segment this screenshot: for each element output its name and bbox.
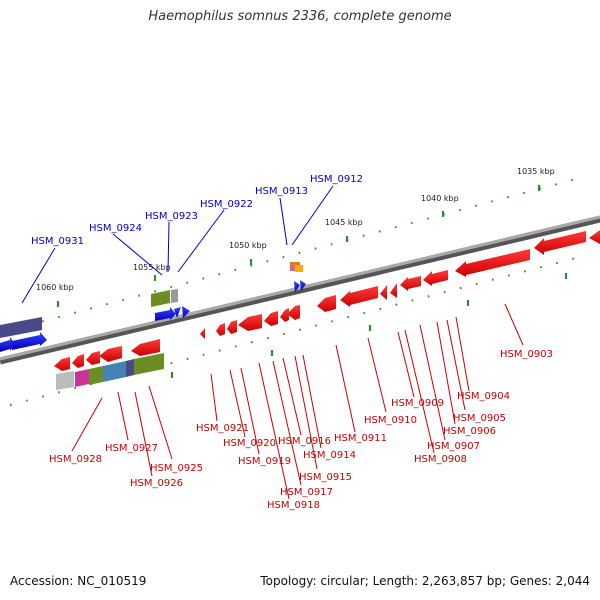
gene-label[interactable]: HSM_0915 xyxy=(299,472,352,483)
reverse-gene[interactable] xyxy=(534,231,586,255)
reverse-genes xyxy=(54,230,600,371)
reverse-gene[interactable] xyxy=(99,346,122,362)
feature-box[interactable] xyxy=(171,289,178,303)
feature-box[interactable] xyxy=(56,371,74,390)
gene-label[interactable]: HSM_0916 xyxy=(278,436,331,447)
reverse-gene[interactable] xyxy=(340,286,378,307)
feature-box[interactable] xyxy=(295,265,303,272)
gene-label[interactable]: HSM_0912 xyxy=(310,174,363,185)
reverse-gene[interactable] xyxy=(86,351,100,365)
feature-box[interactable] xyxy=(75,369,89,387)
feature-box[interactable] xyxy=(151,290,170,307)
forward-gene[interactable] xyxy=(300,280,306,291)
reverse-labels: HSM_0903 HSM_0904 HSM_0905 HSM_0906 HSM_… xyxy=(49,349,553,511)
gene-label[interactable]: HSM_0907 xyxy=(427,441,480,452)
major-ticks xyxy=(56,185,568,387)
reverse-gene[interactable] xyxy=(72,354,84,368)
genome-backbone xyxy=(0,215,600,365)
gene-label[interactable]: HSM_0922 xyxy=(200,199,253,210)
reverse-gene[interactable] xyxy=(317,295,336,312)
reverse-gene[interactable] xyxy=(423,270,448,286)
scale-label: 1060 kbp xyxy=(36,283,74,292)
reverse-gene[interactable] xyxy=(589,230,600,244)
gene-label[interactable]: HSM_0927 xyxy=(105,443,158,454)
forward-gene[interactable] xyxy=(182,306,190,318)
gene-label[interactable]: HSM_0909 xyxy=(391,398,444,409)
gene-label[interactable]: HSM_0926 xyxy=(130,478,183,489)
gene-label[interactable]: HSM_0914 xyxy=(303,450,356,461)
forward-gene[interactable] xyxy=(12,332,47,350)
forward-labels: HSM_0912 HSM_0913 HSM_0922 HSM_0923 HSM_… xyxy=(31,174,363,247)
reverse-gene[interactable] xyxy=(238,314,262,331)
map-title: Haemophilus somnus 2336, complete genome xyxy=(148,9,452,24)
gene-label[interactable]: HSM_0903 xyxy=(500,349,553,360)
gene-label[interactable]: HSM_0918 xyxy=(267,500,320,511)
gene-label[interactable]: HSM_0906 xyxy=(443,426,496,437)
forward-gene[interactable] xyxy=(0,337,15,352)
scale-label: 1040 kbp xyxy=(421,194,459,203)
forward-gene[interactable] xyxy=(174,307,181,318)
reverse-gene[interactable] xyxy=(264,311,278,326)
gene-label[interactable]: HSM_0928 xyxy=(49,454,102,465)
feature-box[interactable] xyxy=(0,317,42,338)
gene-label[interactable]: HSM_0905 xyxy=(453,413,506,424)
feature-box[interactable] xyxy=(89,366,103,385)
gene-label[interactable]: HSM_0920 xyxy=(223,438,276,449)
reverse-gene[interactable] xyxy=(390,283,397,298)
forward-gene[interactable] xyxy=(155,307,176,321)
scale-label: 1055 kbp xyxy=(133,263,171,272)
feature-box[interactable] xyxy=(126,359,134,377)
reverse-gene[interactable] xyxy=(380,285,387,300)
scale-label: 1050 kbp xyxy=(229,241,267,250)
reverse-gene[interactable] xyxy=(54,357,70,371)
scale-label: 1035 kbp xyxy=(517,167,555,176)
gene-label[interactable]: HSM_0904 xyxy=(457,391,510,402)
feature-box[interactable] xyxy=(103,361,126,382)
gene-label[interactable]: HSM_0925 xyxy=(150,463,203,474)
gene-label[interactable]: HSM_0913 xyxy=(255,186,308,197)
reverse-gene[interactable] xyxy=(287,305,300,320)
scale-label: 1045 kbp xyxy=(325,218,363,227)
topology-info: Topology: circular; Length: 2,263,857 bp… xyxy=(260,574,590,588)
forward-callouts xyxy=(21,185,334,304)
gene-label[interactable]: HSM_0924 xyxy=(89,223,142,234)
reverse-gene[interactable] xyxy=(200,328,205,339)
accession-label: Accession: NC_010519 xyxy=(10,574,147,588)
forward-gene[interactable] xyxy=(294,281,300,292)
gene-label[interactable]: HSM_0908 xyxy=(414,454,467,465)
feature-box[interactable] xyxy=(134,353,164,375)
gene-label[interactable]: HSM_0910 xyxy=(364,415,417,426)
gene-label[interactable]: HSM_0917 xyxy=(280,487,333,498)
reverse-gene[interactable] xyxy=(227,320,237,334)
gene-label[interactable]: HSM_0931 xyxy=(31,236,84,247)
gene-label[interactable]: HSM_0911 xyxy=(334,433,387,444)
reverse-gene[interactable] xyxy=(280,308,289,322)
reverse-features xyxy=(56,353,164,390)
forward-genes xyxy=(0,280,306,352)
gene-label[interactable]: HSM_0923 xyxy=(145,211,198,222)
reverse-gene[interactable] xyxy=(216,323,225,336)
reverse-gene[interactable] xyxy=(400,276,421,291)
reverse-callouts xyxy=(71,303,524,500)
forward-features xyxy=(0,262,303,338)
gene-label[interactable]: HSM_0921 xyxy=(196,423,249,434)
gene-label[interactable]: HSM_0919 xyxy=(238,456,291,467)
reverse-gene[interactable] xyxy=(455,249,530,277)
reverse-gene[interactable] xyxy=(131,339,160,356)
